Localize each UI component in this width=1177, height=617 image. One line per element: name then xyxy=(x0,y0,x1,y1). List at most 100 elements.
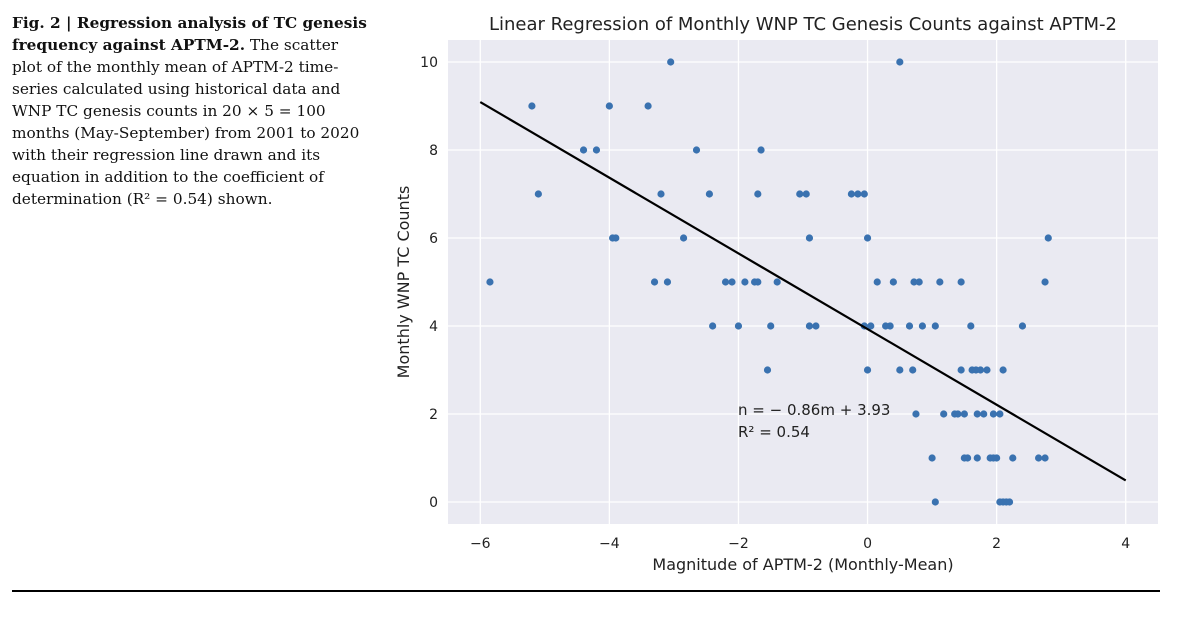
data-point xyxy=(1044,234,1052,242)
data-points xyxy=(486,58,1052,506)
x-axis-ticks: −6 −4 −2 0 2 4 xyxy=(470,536,1130,552)
x-axis-label: Magnitude of APTM-2 (Monthly-Mean) xyxy=(652,555,953,574)
data-point xyxy=(915,278,923,286)
data-point xyxy=(967,322,975,330)
data-point xyxy=(679,234,688,242)
r-squared-label: R² = 0.54 xyxy=(738,423,810,441)
data-point xyxy=(650,278,659,286)
data-point xyxy=(996,410,1004,418)
data-point xyxy=(721,278,730,286)
data-point xyxy=(918,322,927,330)
data-point xyxy=(534,190,542,198)
data-point xyxy=(663,278,672,286)
data-point xyxy=(940,410,948,418)
data-point xyxy=(757,146,765,154)
data-point xyxy=(605,102,613,110)
data-point xyxy=(936,278,944,286)
figure-caption: Fig. 2 | Regression analysis of TC genes… xyxy=(12,12,372,210)
data-point xyxy=(889,278,897,286)
data-point xyxy=(705,190,714,198)
data-point xyxy=(910,278,918,286)
data-point xyxy=(812,322,820,330)
data-point xyxy=(1041,278,1049,286)
data-point xyxy=(692,146,701,154)
grid-lines xyxy=(448,40,1158,524)
data-point xyxy=(896,58,904,66)
x-tick-label: 0 xyxy=(863,536,872,552)
plot-area xyxy=(448,40,1158,524)
x-tick-label: 4 xyxy=(1121,536,1130,552)
y-tick-label: 8 xyxy=(429,143,438,159)
y-axis-label: Monthly WNP TC Counts xyxy=(394,186,413,379)
data-point xyxy=(873,278,881,286)
data-point xyxy=(709,322,717,330)
data-point xyxy=(847,190,856,198)
data-point xyxy=(741,278,749,286)
y-tick-label: 6 xyxy=(429,231,438,247)
data-point xyxy=(763,366,772,374)
data-point xyxy=(657,190,665,198)
data-point xyxy=(767,322,775,330)
data-point xyxy=(976,366,985,374)
data-point xyxy=(802,190,810,198)
data-point xyxy=(805,234,814,242)
data-point xyxy=(905,322,914,330)
regression-equation: n = − 0.86m + 3.93 xyxy=(738,401,890,419)
data-point xyxy=(1041,454,1049,462)
data-point xyxy=(973,454,981,462)
data-point xyxy=(993,454,1001,462)
data-point xyxy=(896,366,904,374)
data-point xyxy=(644,102,652,110)
data-point xyxy=(486,278,494,286)
x-tick-label: −4 xyxy=(599,536,620,552)
data-point xyxy=(728,278,736,286)
chart-title: Linear Regression of Monthly WNP TC Gene… xyxy=(489,14,1117,35)
data-point xyxy=(983,366,991,374)
data-point xyxy=(973,410,981,418)
data-point xyxy=(1005,498,1014,506)
data-point xyxy=(1018,322,1027,330)
data-point xyxy=(796,190,804,198)
data-point xyxy=(754,190,762,198)
data-point xyxy=(1034,454,1043,462)
y-tick-label: 0 xyxy=(429,495,438,511)
data-point xyxy=(860,190,868,198)
y-tick-label: 2 xyxy=(429,407,438,423)
caption-label: Fig. 2 | Regression analysis of TC genes… xyxy=(12,14,367,54)
data-point xyxy=(989,410,998,418)
data-point xyxy=(886,322,894,330)
y-axis-ticks: 0 2 4 6 8 10 xyxy=(420,55,438,511)
data-point xyxy=(999,366,1007,374)
data-point xyxy=(854,190,862,198)
x-tick-label: −2 xyxy=(728,536,749,552)
data-point xyxy=(912,410,920,418)
y-tick-label: 4 xyxy=(429,319,438,335)
data-point xyxy=(1009,454,1017,462)
data-point xyxy=(957,278,965,286)
data-point xyxy=(867,322,875,330)
y-tick-label: 10 xyxy=(420,55,438,71)
data-point xyxy=(957,366,965,374)
data-point xyxy=(909,366,917,374)
data-point xyxy=(928,454,936,462)
data-point xyxy=(579,146,588,154)
data-point xyxy=(863,234,872,242)
data-point xyxy=(863,366,872,374)
data-point xyxy=(754,278,762,286)
data-point xyxy=(963,454,972,462)
data-point xyxy=(954,410,962,418)
x-tick-label: 2 xyxy=(992,536,1001,552)
data-point xyxy=(980,410,988,418)
data-point xyxy=(734,322,743,330)
regression-line xyxy=(479,101,1127,482)
x-tick-label: −6 xyxy=(470,536,491,552)
data-point xyxy=(592,146,601,154)
data-point xyxy=(805,322,814,330)
data-point xyxy=(612,234,620,242)
data-point xyxy=(773,278,781,286)
data-point xyxy=(528,102,536,110)
data-point xyxy=(931,498,939,506)
bottom-rule xyxy=(12,590,1160,592)
data-point xyxy=(960,410,968,418)
